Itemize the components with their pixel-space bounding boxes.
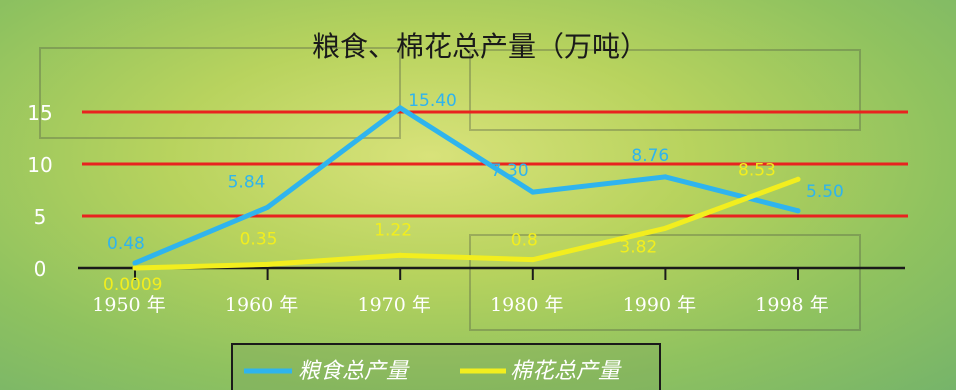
series-line-1 [132,176,801,271]
data-point [662,225,668,231]
data-label: 7.30 [491,161,529,181]
data-point [265,204,271,210]
data-point [397,252,403,258]
data-point [530,257,536,263]
data-label: 15.40 [408,91,457,111]
background-decoration [39,47,861,331]
data-point [132,265,138,271]
series-line-0 [132,105,801,266]
chart-title: 粮食、棉花总产量（万吨） [312,30,648,63]
x-tick-label: 1970 年 [357,294,430,316]
legend-label-cotton: 棉花总产量 [510,359,622,384]
legend-box [231,343,661,390]
y-tick-label: 0 [34,257,47,281]
data-label: 1.22 [374,220,412,240]
data-label: 0.8 [511,231,538,251]
decor-box [39,47,401,139]
data-point [397,105,403,111]
data-point [795,176,801,182]
x-tick-label: 1980 年 [490,294,563,316]
x-tick-label: 1950 年 [92,294,165,316]
x-tick-label: 1960 年 [225,294,298,316]
data-labels: 0.48 5.84 15.40 7.30 8.76 5.50 0.0009 0.35 1.22 0… [103,91,844,295]
data-point [795,208,801,214]
gridlines [82,110,908,218]
data-label: 0.0009 [103,275,162,295]
legend: 粮食总产量 棉花总产量 [231,343,661,390]
decor-box [469,49,861,131]
data-point [132,260,138,266]
data-point [530,189,536,195]
series [132,105,801,271]
data-point [265,261,271,267]
data-label: 8.53 [738,160,776,180]
decor-box [469,234,861,331]
data-label: 5.84 [228,172,266,192]
data-label: 0.35 [240,229,278,249]
y-tick-label: 15 [27,101,52,125]
data-label: 5.50 [806,182,844,202]
x-tick-label: 1998 年 [755,294,828,316]
data-point [662,174,668,180]
y-tick-label: 10 [27,153,52,177]
data-label: 0.48 [107,234,145,254]
data-label: 8.76 [631,146,669,166]
data-label: 3.82 [619,237,657,257]
x-tick-label: 1990 年 [623,294,696,316]
y-tick-label: 5 [34,205,47,229]
legend-label-grain: 粮食总产量 [298,359,410,384]
